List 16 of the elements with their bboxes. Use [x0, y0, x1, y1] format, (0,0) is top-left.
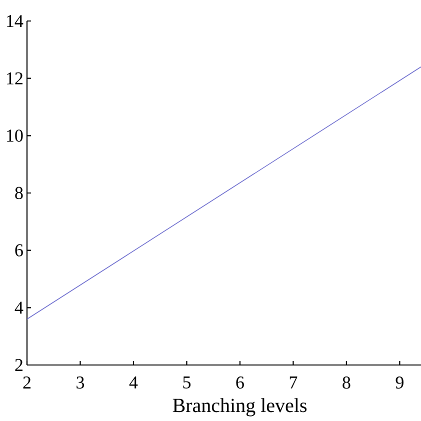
x-tick-label: 2	[23, 376, 31, 388]
y-tick-label: 10	[7, 130, 23, 142]
x-tick-label: 5	[183, 376, 191, 388]
y-tick-label: 14	[7, 15, 24, 27]
y-tick-label: 4	[14, 302, 24, 314]
x-tick-label: 8	[342, 376, 350, 389]
x-tick-label: 7	[290, 376, 298, 388]
x-tick-label: 6	[236, 376, 244, 389]
y-tick-label: 2	[15, 359, 22, 371]
x-tick-label: 3	[76, 376, 84, 389]
x-tick-label: 4	[129, 376, 138, 388]
y-tick-label: 6	[15, 244, 23, 256]
y-tick-label: 12	[7, 72, 22, 84]
x-tick-label: 9	[396, 376, 404, 389]
y-tick-label: 8	[15, 186, 23, 200]
x-axis-title: Branching levels	[172, 398, 307, 416]
